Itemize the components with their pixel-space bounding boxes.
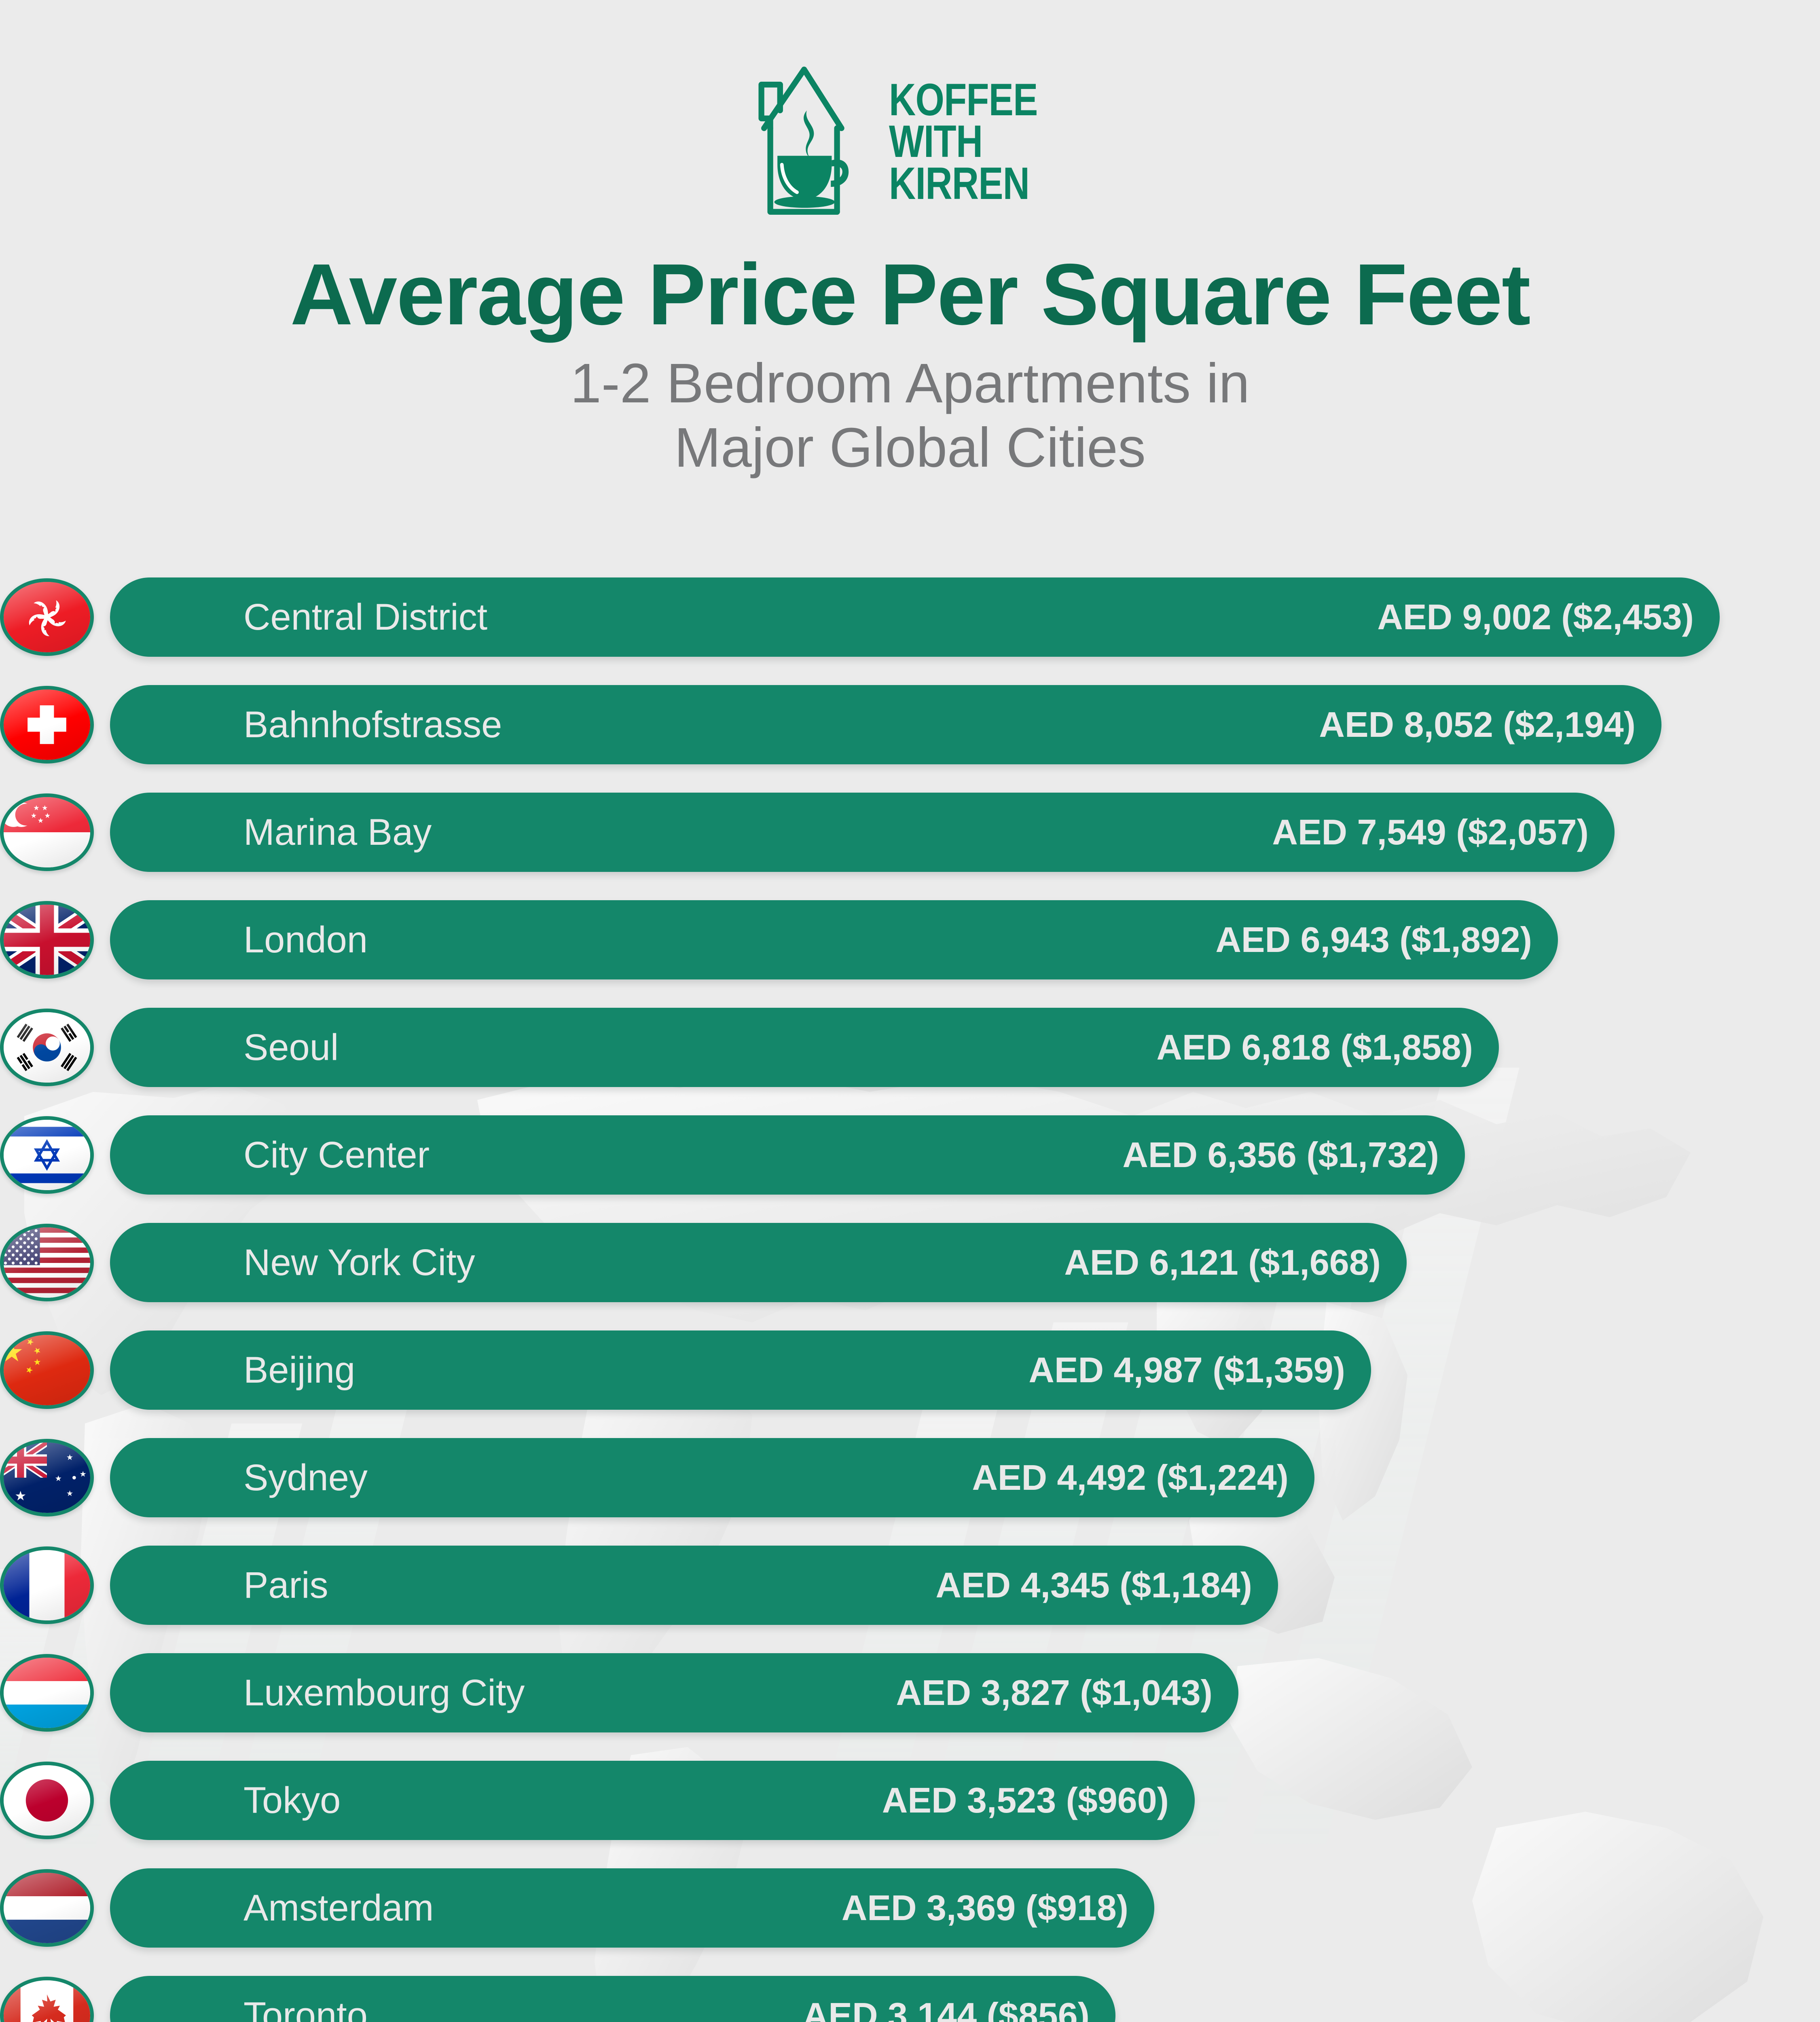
city-label: Toronto	[243, 1995, 368, 2022]
price-bar[interactable]: Tokyo AED 3,523 ($960)	[110, 1761, 1195, 1840]
united-kingdom-flag	[0, 901, 94, 979]
price-bar-row: Sydney AED 4,492 ($1,224)	[0, 1438, 1820, 1517]
header-block: Average Price Per Square Feet 1-2 Bedroo…	[0, 251, 1820, 480]
luxembourg-flag	[0, 1654, 94, 1732]
price-value: AED 4,345 ($1,184)	[935, 1565, 1252, 1605]
city-label: Beijing	[243, 1349, 356, 1391]
south-korea-flag	[0, 1009, 94, 1086]
hong-kong-flag	[0, 578, 94, 656]
city-label: Bahnhofstrasse	[243, 704, 502, 745]
price-value: AED 3,144 ($856)	[802, 1995, 1090, 2022]
page-subtitle: 1-2 Bedroom Apartments in Major Global C…	[0, 351, 1820, 480]
city-label: New York City	[243, 1242, 475, 1283]
price-bar[interactable]: Luxembourg City AED 3,827 ($1,043)	[110, 1653, 1238, 1732]
city-label: City Center	[243, 1134, 430, 1176]
price-value: AED 8,052 ($2,194)	[1319, 704, 1636, 745]
price-value: AED 9,002 ($2,453)	[1377, 597, 1694, 637]
netherlands-flag	[0, 1869, 94, 1947]
price-bar-row: Amsterdam AED 3,369 ($918)	[0, 1868, 1820, 1948]
price-value: AED 3,827 ($1,043)	[896, 1673, 1213, 1713]
price-value: AED 7,549 ($2,057)	[1272, 812, 1589, 852]
page-title: Average Price Per Square Feet	[290, 245, 1530, 343]
brand-line-2: WITH	[889, 116, 983, 167]
house-with-coffee-cup-icon	[758, 66, 849, 215]
china-flag	[0, 1331, 94, 1409]
price-value: AED 4,987 ($1,359)	[1029, 1350, 1345, 1390]
price-bar-row: Seoul AED 6,818 ($1,858)	[0, 1008, 1820, 1087]
price-bar-row: London AED 6,943 ($1,892)	[0, 900, 1820, 979]
price-bar-row: Central District AED 9,002 ($2,453)	[0, 577, 1820, 657]
city-label: Amsterdam	[243, 1887, 434, 1929]
israel-flag	[0, 1116, 94, 1194]
price-bar-row: New York City AED 6,121 ($1,668)	[0, 1223, 1820, 1302]
price-bar[interactable]: Sydney AED 4,492 ($1,224)	[110, 1438, 1314, 1517]
price-bar[interactable]: Toronto AED 3,144 ($856)	[110, 1976, 1115, 2022]
france-flag	[0, 1546, 94, 1624]
subtitle-line-2: Major Global Cities	[674, 416, 1146, 479]
price-value: AED 6,818 ($1,858)	[1156, 1027, 1473, 1067]
price-bar[interactable]: City Center AED 6,356 ($1,732)	[110, 1115, 1465, 1195]
price-value: AED 6,943 ($1,892)	[1215, 920, 1532, 960]
city-label: Marina Bay	[243, 811, 432, 853]
switzerland-flag	[0, 686, 94, 764]
price-bar[interactable]: Marina Bay AED 7,549 ($2,057)	[110, 793, 1615, 872]
city-label: Paris	[243, 1564, 328, 1606]
price-bar-row: Tokyo AED 3,523 ($960)	[0, 1761, 1820, 1840]
brand-line-3: KIRREN	[889, 158, 1030, 209]
japan-flag	[0, 1762, 94, 1839]
price-bar-row: Beijing AED 4,987 ($1,359)	[0, 1330, 1820, 1410]
singapore-flag	[0, 793, 94, 871]
price-bar[interactable]: Paris AED 4,345 ($1,184)	[110, 1546, 1278, 1625]
price-bar[interactable]: Seoul AED 6,818 ($1,858)	[110, 1008, 1499, 1087]
price-value: AED 3,369 ($918)	[841, 1888, 1128, 1928]
price-bar-row: Toronto AED 3,144 ($856)	[0, 1976, 1820, 2022]
united-states-flag	[0, 1224, 94, 1301]
price-bar-row: Paris AED 4,345 ($1,184)	[0, 1546, 1820, 1625]
price-bar[interactable]: Beijing AED 4,987 ($1,359)	[110, 1330, 1371, 1410]
price-bar-row: Marina Bay AED 7,549 ($2,057)	[0, 793, 1820, 872]
price-bar[interactable]: Amsterdam AED 3,369 ($918)	[110, 1868, 1154, 1948]
price-bar-row: Luxembourg City AED 3,827 ($1,043)	[0, 1653, 1820, 1732]
city-label: London	[243, 919, 368, 960]
price-value: AED 6,121 ($1,668)	[1064, 1242, 1381, 1282]
price-bar-list: Central District AED 9,002 ($2,453) Bahnho…	[0, 577, 1820, 2022]
canada-flag	[0, 1977, 94, 2022]
price-bar-row: City Center AED 6,356 ($1,732)	[0, 1115, 1820, 1195]
subtitle-line-1: 1-2 Bedroom Apartments in	[570, 352, 1250, 415]
price-value: AED 6,356 ($1,732)	[1122, 1135, 1439, 1175]
brand-line-1: KOFFEE	[889, 74, 1038, 125]
price-bar[interactable]: Central District AED 9,002 ($2,453)	[110, 577, 1720, 657]
city-label: Central District	[243, 596, 488, 638]
city-label: Sydney	[243, 1457, 368, 1498]
price-bar-row: Bahnhofstrasse AED 8,052 ($2,194)	[0, 685, 1820, 764]
brand-logo: KOFFEE WITH KIRREN	[0, 61, 1820, 222]
price-bar[interactable]: New York City AED 6,121 ($1,668)	[110, 1223, 1407, 1302]
brand-wordmark: KOFFEE WITH KIRREN	[889, 74, 1070, 209]
price-value: AED 4,492 ($1,224)	[972, 1457, 1289, 1497]
city-label: Luxembourg City	[243, 1672, 525, 1713]
city-label: Tokyo	[243, 1779, 341, 1821]
price-bar[interactable]: Bahnhofstrasse AED 8,052 ($2,194)	[110, 685, 1661, 764]
price-value: AED 3,523 ($960)	[882, 1780, 1169, 1820]
australia-flag	[0, 1439, 94, 1516]
price-bar[interactable]: London AED 6,943 ($1,892)	[110, 900, 1558, 979]
city-label: Seoul	[243, 1026, 339, 1068]
